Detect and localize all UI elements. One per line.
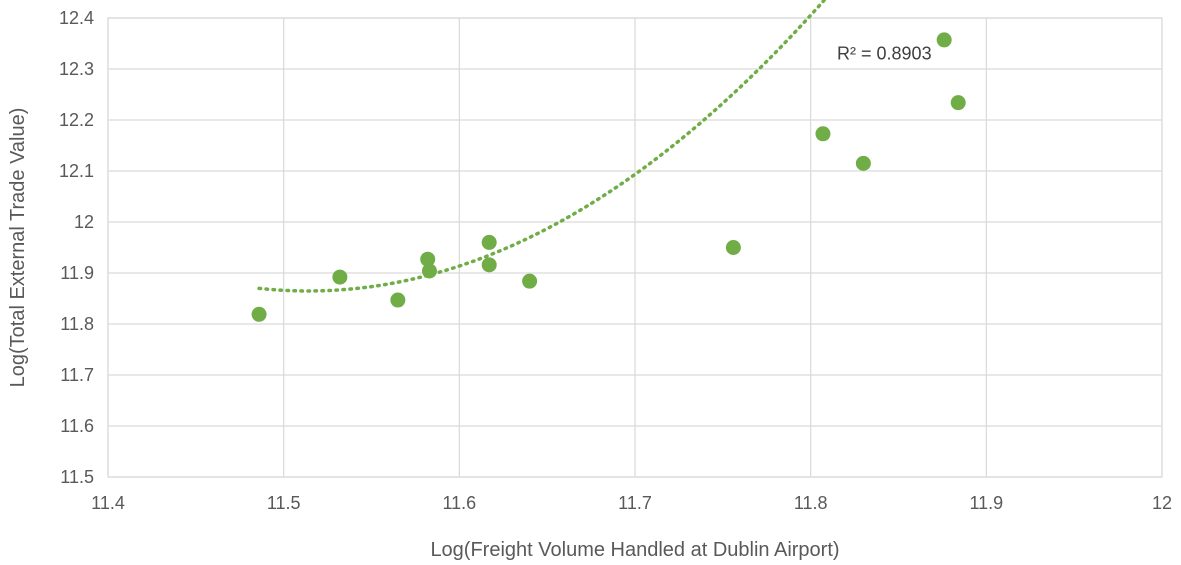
data-point xyxy=(390,292,406,308)
y-axis-title: Log(Total External Trade Value) xyxy=(7,108,29,388)
y-tick-label: 11.8 xyxy=(60,314,94,334)
data-points xyxy=(251,32,966,322)
data-point xyxy=(421,263,437,279)
trendline-layer xyxy=(257,0,827,293)
polynomial-trendline xyxy=(257,0,827,293)
data-point xyxy=(420,251,436,267)
x-tick-label: 11.4 xyxy=(91,493,125,513)
y-tick-label: 12.4 xyxy=(59,8,94,28)
x-axis-title: Log(Freight Volume Handled at Dublin Air… xyxy=(430,539,839,561)
data-point xyxy=(332,269,348,285)
data-point xyxy=(815,126,831,142)
x-tick-label: 11.9 xyxy=(969,493,1003,513)
tick-labels: 11.4 11.5 11.6 11.7 11.8 11.9 12 11.5 11.6 11.7 11… xyxy=(59,8,1172,513)
data-point xyxy=(522,273,538,289)
x-tick-label: 11.6 xyxy=(442,493,476,513)
x-tick-label: 11.7 xyxy=(618,493,652,513)
data-point xyxy=(481,234,497,250)
r-squared-annotation: R² = 0.8903 xyxy=(837,44,932,64)
x-tick-label: 12 xyxy=(1152,493,1172,513)
y-tick-label: 11.7 xyxy=(60,365,94,385)
gridlines xyxy=(107,17,1163,478)
data-point xyxy=(251,306,267,322)
y-tick-label: 12.1 xyxy=(59,161,94,181)
y-tick-label: 12.3 xyxy=(59,59,94,79)
x-tick-label: 11.5 xyxy=(267,493,301,513)
data-point xyxy=(950,95,966,111)
data-point xyxy=(481,257,497,273)
plot-area-border xyxy=(107,17,1163,478)
y-tick-label: 12.2 xyxy=(59,110,94,130)
y-tick-label: 11.5 xyxy=(60,467,94,487)
data-point xyxy=(725,240,741,255)
x-tick-label: 11.8 xyxy=(794,493,828,513)
data-point xyxy=(936,32,952,48)
y-tick-label: 12 xyxy=(74,212,94,232)
y-tick-label: 11.6 xyxy=(60,416,94,436)
y-tick-label: 11.9 xyxy=(60,263,94,283)
data-point xyxy=(855,155,871,171)
